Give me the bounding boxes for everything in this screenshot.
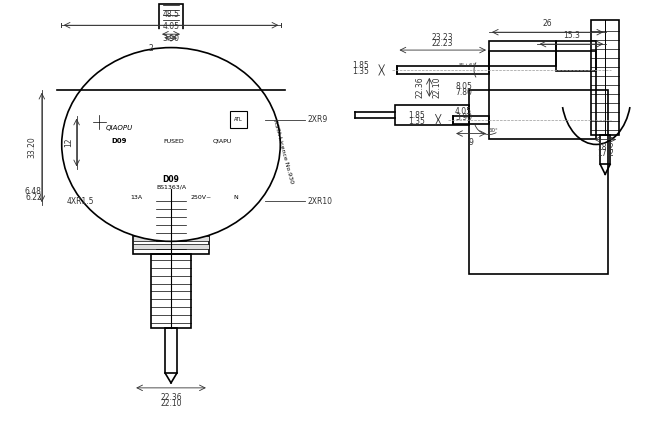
Text: 250V~: 250V~: [190, 195, 211, 199]
Text: 6.48: 6.48: [25, 187, 42, 196]
Bar: [133, 244, 209, 249]
Text: 22.23: 22.23: [432, 39, 454, 48]
Bar: [600, 135, 610, 164]
Text: 15.3: 15.3: [563, 31, 580, 40]
Text: 13A: 13A: [130, 195, 142, 199]
Text: N: N: [233, 195, 238, 199]
Bar: [165, 328, 177, 373]
Text: 18.2: 18.2: [597, 143, 614, 152]
Bar: [92, 173, 111, 189]
Bar: [469, 90, 608, 274]
Bar: [556, 41, 596, 71]
Bar: [133, 220, 209, 225]
Bar: [231, 173, 250, 189]
Text: 22.36: 22.36: [415, 76, 424, 98]
Text: D09: D09: [112, 139, 127, 145]
Text: 1.35: 1.35: [352, 67, 369, 76]
Text: 7.80: 7.80: [455, 88, 472, 97]
Text: FUSED: FUSED: [164, 139, 185, 144]
Bar: [133, 189, 209, 254]
Text: 4.05: 4.05: [455, 107, 472, 116]
Bar: [233, 175, 248, 187]
Bar: [489, 51, 596, 139]
Bar: [151, 254, 191, 328]
Text: 3.90: 3.90: [162, 33, 179, 42]
Text: 4.05: 4.05: [162, 22, 179, 31]
Bar: [57, 30, 285, 110]
Text: 2XR9: 2XR9: [307, 115, 328, 124]
Bar: [96, 121, 246, 166]
Text: 2: 2: [148, 44, 153, 53]
Bar: [94, 175, 109, 187]
Bar: [396, 66, 489, 74]
Text: 22.10: 22.10: [161, 399, 182, 408]
Bar: [133, 228, 209, 233]
Text: 48.5: 48.5: [162, 10, 179, 19]
Bar: [133, 196, 209, 201]
Bar: [489, 41, 556, 66]
Bar: [592, 20, 619, 135]
Text: 33.20: 33.20: [28, 136, 37, 158]
Text: 17.2: 17.2: [597, 149, 614, 158]
Text: 22.10: 22.10: [432, 77, 441, 98]
Text: 12: 12: [64, 138, 73, 147]
Text: 2XR10: 2XR10: [307, 196, 332, 205]
Ellipse shape: [62, 48, 280, 242]
Text: QIAPU: QIAPU: [213, 139, 232, 144]
Text: BS1363/A: BS1363/A: [156, 184, 186, 190]
Text: 26: 26: [543, 19, 552, 28]
Text: 9: 9: [469, 138, 473, 146]
Bar: [133, 204, 209, 209]
Text: 23.23: 23.23: [432, 33, 454, 42]
Bar: [159, 4, 183, 32]
Text: ATL: ATL: [234, 117, 243, 122]
Text: 1.85: 1.85: [409, 111, 425, 120]
Text: ASTA Licence No.930: ASTA Licence No.930: [272, 119, 294, 184]
Text: 8°+6°: 8°+6°: [458, 63, 476, 68]
Text: QIAOPU: QIAOPU: [106, 124, 133, 130]
Text: 4XR1.5: 4XR1.5: [67, 196, 94, 205]
Text: 8.05: 8.05: [455, 82, 472, 91]
Text: 1.35: 1.35: [408, 117, 425, 126]
Text: 22.36: 22.36: [160, 393, 182, 402]
Bar: [133, 212, 209, 217]
Bar: [453, 116, 489, 124]
Text: 6.22: 6.22: [25, 193, 42, 202]
Text: 60°: 60°: [489, 127, 499, 133]
Text: 1.85: 1.85: [352, 61, 369, 70]
Text: 3.90: 3.90: [455, 113, 472, 122]
Bar: [133, 236, 209, 241]
Bar: [395, 105, 469, 124]
Text: D09: D09: [162, 175, 179, 184]
Bar: [92, 117, 250, 171]
